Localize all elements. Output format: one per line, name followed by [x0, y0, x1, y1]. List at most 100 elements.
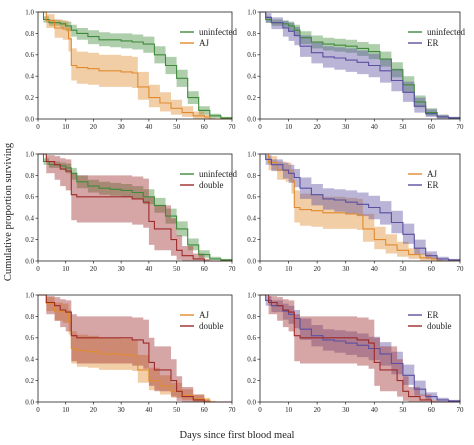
x-tick-label: 50 — [399, 123, 407, 131]
x-tick-label: 30 — [118, 123, 126, 131]
x-tick-label: 70 — [457, 265, 465, 273]
panel-top-right: 0 10 20 30 40 50 60 70 0.0 0.2 0.4 0.6 0.8 1.0 uninfec… — [247, 8, 465, 131]
y-tick-label: 1.0 — [247, 150, 256, 158]
ci-band-double-bottom-right — [260, 295, 460, 402]
panel-top-left: 0 10 20 30 40 50 60 70 0.0 0.2 0.4 0.6 0.8 1.0 uninfec… — [25, 8, 237, 131]
x-tick-label: 60 — [428, 123, 436, 131]
x-axis-title: Days since first blood meal — [180, 430, 295, 441]
legend-label-double: double — [427, 321, 452, 331]
y-tick-label: 0.2 — [247, 377, 256, 385]
survival-line-double-bottom-left — [38, 294, 232, 403]
y-tick-label: 0.8 — [25, 30, 34, 38]
plot-frame-bottom-left — [37, 294, 233, 403]
x-tick-label: 30 — [342, 123, 350, 131]
ci-band-AJ-bottom-left — [38, 295, 232, 402]
y-tick-label: 0.6 — [25, 334, 34, 342]
y-tick-label: 0.8 — [25, 172, 34, 180]
plot-frame-bottom-right — [259, 294, 461, 403]
x-tick-label: 50 — [173, 406, 181, 414]
y-tick-label: 0.4 — [247, 215, 256, 223]
x-tick-label: 0 — [36, 123, 40, 131]
x-tick-label: 70 — [229, 265, 237, 273]
survival-line-double-bottom-right — [260, 294, 460, 403]
y-tick-label: 0.6 — [247, 334, 256, 342]
x-tick-label: 50 — [399, 265, 407, 273]
y-tick-label: 0.4 — [25, 73, 34, 81]
legend-label-uninfected: uninfected — [199, 27, 237, 37]
y-tick-label: 0.6 — [247, 193, 256, 201]
y-tick-label: 0.8 — [247, 172, 256, 180]
x-tick-label: 60 — [428, 265, 436, 273]
y-tick-label: 0.0 — [25, 398, 34, 406]
x-tick-label: 30 — [118, 265, 126, 273]
panel-grid: 0 10 20 30 40 50 60 70 0.0 0.2 0.4 0.6 0.8 1.0 uninfec… — [25, 8, 465, 414]
ci-band-double-bottom-left — [38, 295, 232, 402]
y-tick-label: 1.0 — [247, 8, 256, 16]
y-axis-title: Cumulative proportion surviving — [3, 142, 14, 281]
legend-label-ER: ER — [427, 310, 439, 320]
survival-line-uninfected-top-right — [260, 11, 461, 119]
x-tick-label: 40 — [145, 123, 153, 131]
x-tick-label: 0 — [258, 265, 262, 273]
plot-frame-top-right — [259, 11, 461, 120]
x-tick-label: 40 — [145, 265, 153, 273]
x-tick-label: 0 — [36, 406, 40, 414]
y-tick-label: 0.4 — [247, 73, 256, 81]
survival-line-AJ-top-left — [38, 11, 232, 120]
legend-label-uninfected: uninfected — [427, 27, 465, 37]
x-tick-label: 40 — [371, 265, 379, 273]
plot-frame-middle-left — [37, 153, 233, 262]
x-tick-label: 10 — [285, 265, 293, 273]
survival-line-ER-bottom-right — [260, 294, 461, 402]
y-tick-label: 0.0 — [247, 398, 256, 406]
x-tick-label: 20 — [314, 123, 322, 131]
x-tick-label: 10 — [62, 406, 70, 414]
y-tick-label: 1.0 — [247, 291, 256, 299]
y-tick-label: 0.4 — [25, 356, 34, 364]
ci-band-uninfected-middle-left — [38, 154, 232, 261]
x-tick-label: 20 — [314, 406, 322, 414]
survival-line-ER-middle-right — [260, 153, 461, 261]
x-tick-label: 10 — [285, 123, 293, 131]
y-tick-label: 0.8 — [25, 313, 34, 321]
y-tick-label: 0.0 — [247, 115, 256, 123]
x-tick-label: 30 — [342, 406, 350, 414]
x-tick-label: 70 — [457, 123, 465, 131]
x-tick-label: 20 — [314, 265, 322, 273]
x-tick-label: 0 — [36, 265, 40, 273]
ci-band-AJ-middle-right — [260, 154, 460, 261]
y-tick-label: 0.8 — [247, 30, 256, 38]
panel-middle-left: 0 10 20 30 40 50 60 70 0.0 0.2 0.4 0.6 0.8 1.0 uninfec… — [25, 150, 237, 273]
legend-label-AJ: AJ — [199, 38, 209, 48]
plot-frame-middle-right — [259, 153, 461, 262]
plot-frame-top-left — [37, 11, 233, 120]
y-tick-label: 0.6 — [25, 51, 34, 59]
panel-bottom-left: 0 10 20 30 40 50 60 70 0.0 0.2 0.4 0.6 0.8 1.0 AJdoubl… — [25, 291, 236, 414]
x-tick-label: 60 — [201, 265, 209, 273]
y-tick-label: 0.2 — [247, 236, 256, 244]
y-tick-label: 1.0 — [25, 150, 34, 158]
y-tick-label: 0.0 — [25, 115, 34, 123]
y-tick-label: 0.4 — [247, 356, 256, 364]
ci-band-double-middle-left — [38, 154, 232, 261]
x-tick-label: 40 — [371, 123, 379, 131]
y-tick-label: 0.0 — [25, 257, 34, 265]
y-tick-label: 0.2 — [25, 377, 34, 385]
y-tick-label: 1.0 — [25, 291, 34, 299]
ci-band-AJ-top-left — [38, 12, 232, 119]
legend-label-ER: ER — [427, 180, 439, 190]
x-tick-label: 0 — [258, 406, 262, 414]
y-tick-label: 0.0 — [247, 257, 256, 265]
x-tick-label: 60 — [428, 406, 436, 414]
y-tick-label: 0.8 — [247, 313, 256, 321]
y-tick-label: 0.6 — [25, 193, 34, 201]
x-tick-label: 50 — [173, 123, 181, 131]
x-tick-label: 10 — [62, 123, 70, 131]
ci-band-uninfected-top-left — [38, 12, 232, 119]
x-tick-label: 0 — [258, 123, 262, 131]
legend-label-double: double — [199, 180, 224, 190]
x-tick-label: 60 — [201, 123, 209, 131]
survival-line-uninfected-top-left — [38, 11, 233, 119]
